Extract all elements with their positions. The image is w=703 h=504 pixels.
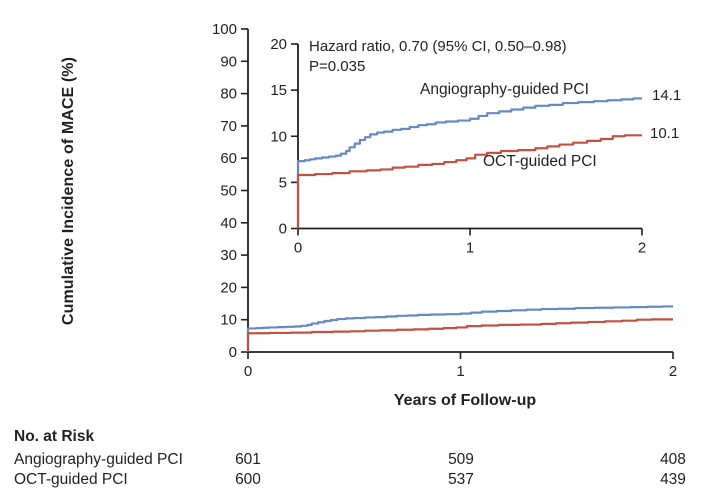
p-value-text: P=0.035 xyxy=(309,58,366,75)
svg-text:5: 5 xyxy=(279,174,287,191)
svg-text:50: 50 xyxy=(220,183,237,200)
svg-text:100: 100 xyxy=(212,21,237,38)
end-value-angiography: 14.1 xyxy=(652,87,682,104)
end-value-oct: 10.1 xyxy=(650,125,680,142)
svg-text:60: 60 xyxy=(220,150,237,167)
risk-count: 439 xyxy=(660,471,686,488)
svg-text:70: 70 xyxy=(220,118,237,135)
series-label-oct: OCT-guided PCI xyxy=(483,153,597,170)
risk-row-label-oct: OCT-guided PCI xyxy=(14,471,128,488)
hazard-ratio-annotation: Hazard ratio, 0.70 (95% CI, 0.50–0.98) P… xyxy=(309,37,567,77)
svg-text:80: 80 xyxy=(220,86,237,103)
risk-count: 601 xyxy=(235,451,261,468)
svg-text:0: 0 xyxy=(244,363,252,380)
svg-text:10: 10 xyxy=(270,128,287,145)
y-axis-title: Cumulative Incidence of MACE (%) xyxy=(60,56,77,326)
svg-text:10: 10 xyxy=(220,312,237,329)
risk-row-label-angiography: Angiography-guided PCI xyxy=(14,451,183,468)
x-axis-title: Years of Follow-up xyxy=(393,392,537,409)
svg-text:0: 0 xyxy=(279,221,287,238)
risk-count: 600 xyxy=(235,471,261,488)
svg-text:90: 90 xyxy=(220,53,237,70)
risk-count: 408 xyxy=(660,451,686,468)
svg-text:2: 2 xyxy=(638,240,646,257)
svg-text:0: 0 xyxy=(294,240,302,257)
hazard-ratio-text: Hazard ratio, 0.70 (95% CI, 0.50–0.98) xyxy=(309,38,567,55)
risk-count: 537 xyxy=(448,471,474,488)
svg-text:20: 20 xyxy=(220,279,237,296)
svg-text:20: 20 xyxy=(270,36,287,53)
svg-text:40: 40 xyxy=(220,215,237,232)
svg-text:15: 15 xyxy=(270,82,287,99)
svg-text:0: 0 xyxy=(229,344,237,361)
risk-table-title: No. at Risk xyxy=(14,428,95,445)
svg-text:30: 30 xyxy=(220,247,237,264)
svg-text:1: 1 xyxy=(456,363,464,380)
svg-text:2: 2 xyxy=(669,363,677,380)
risk-count: 509 xyxy=(448,451,474,468)
svg-text:1: 1 xyxy=(466,240,474,257)
series-label-angiography: Angiography-guided PCI xyxy=(420,81,589,98)
